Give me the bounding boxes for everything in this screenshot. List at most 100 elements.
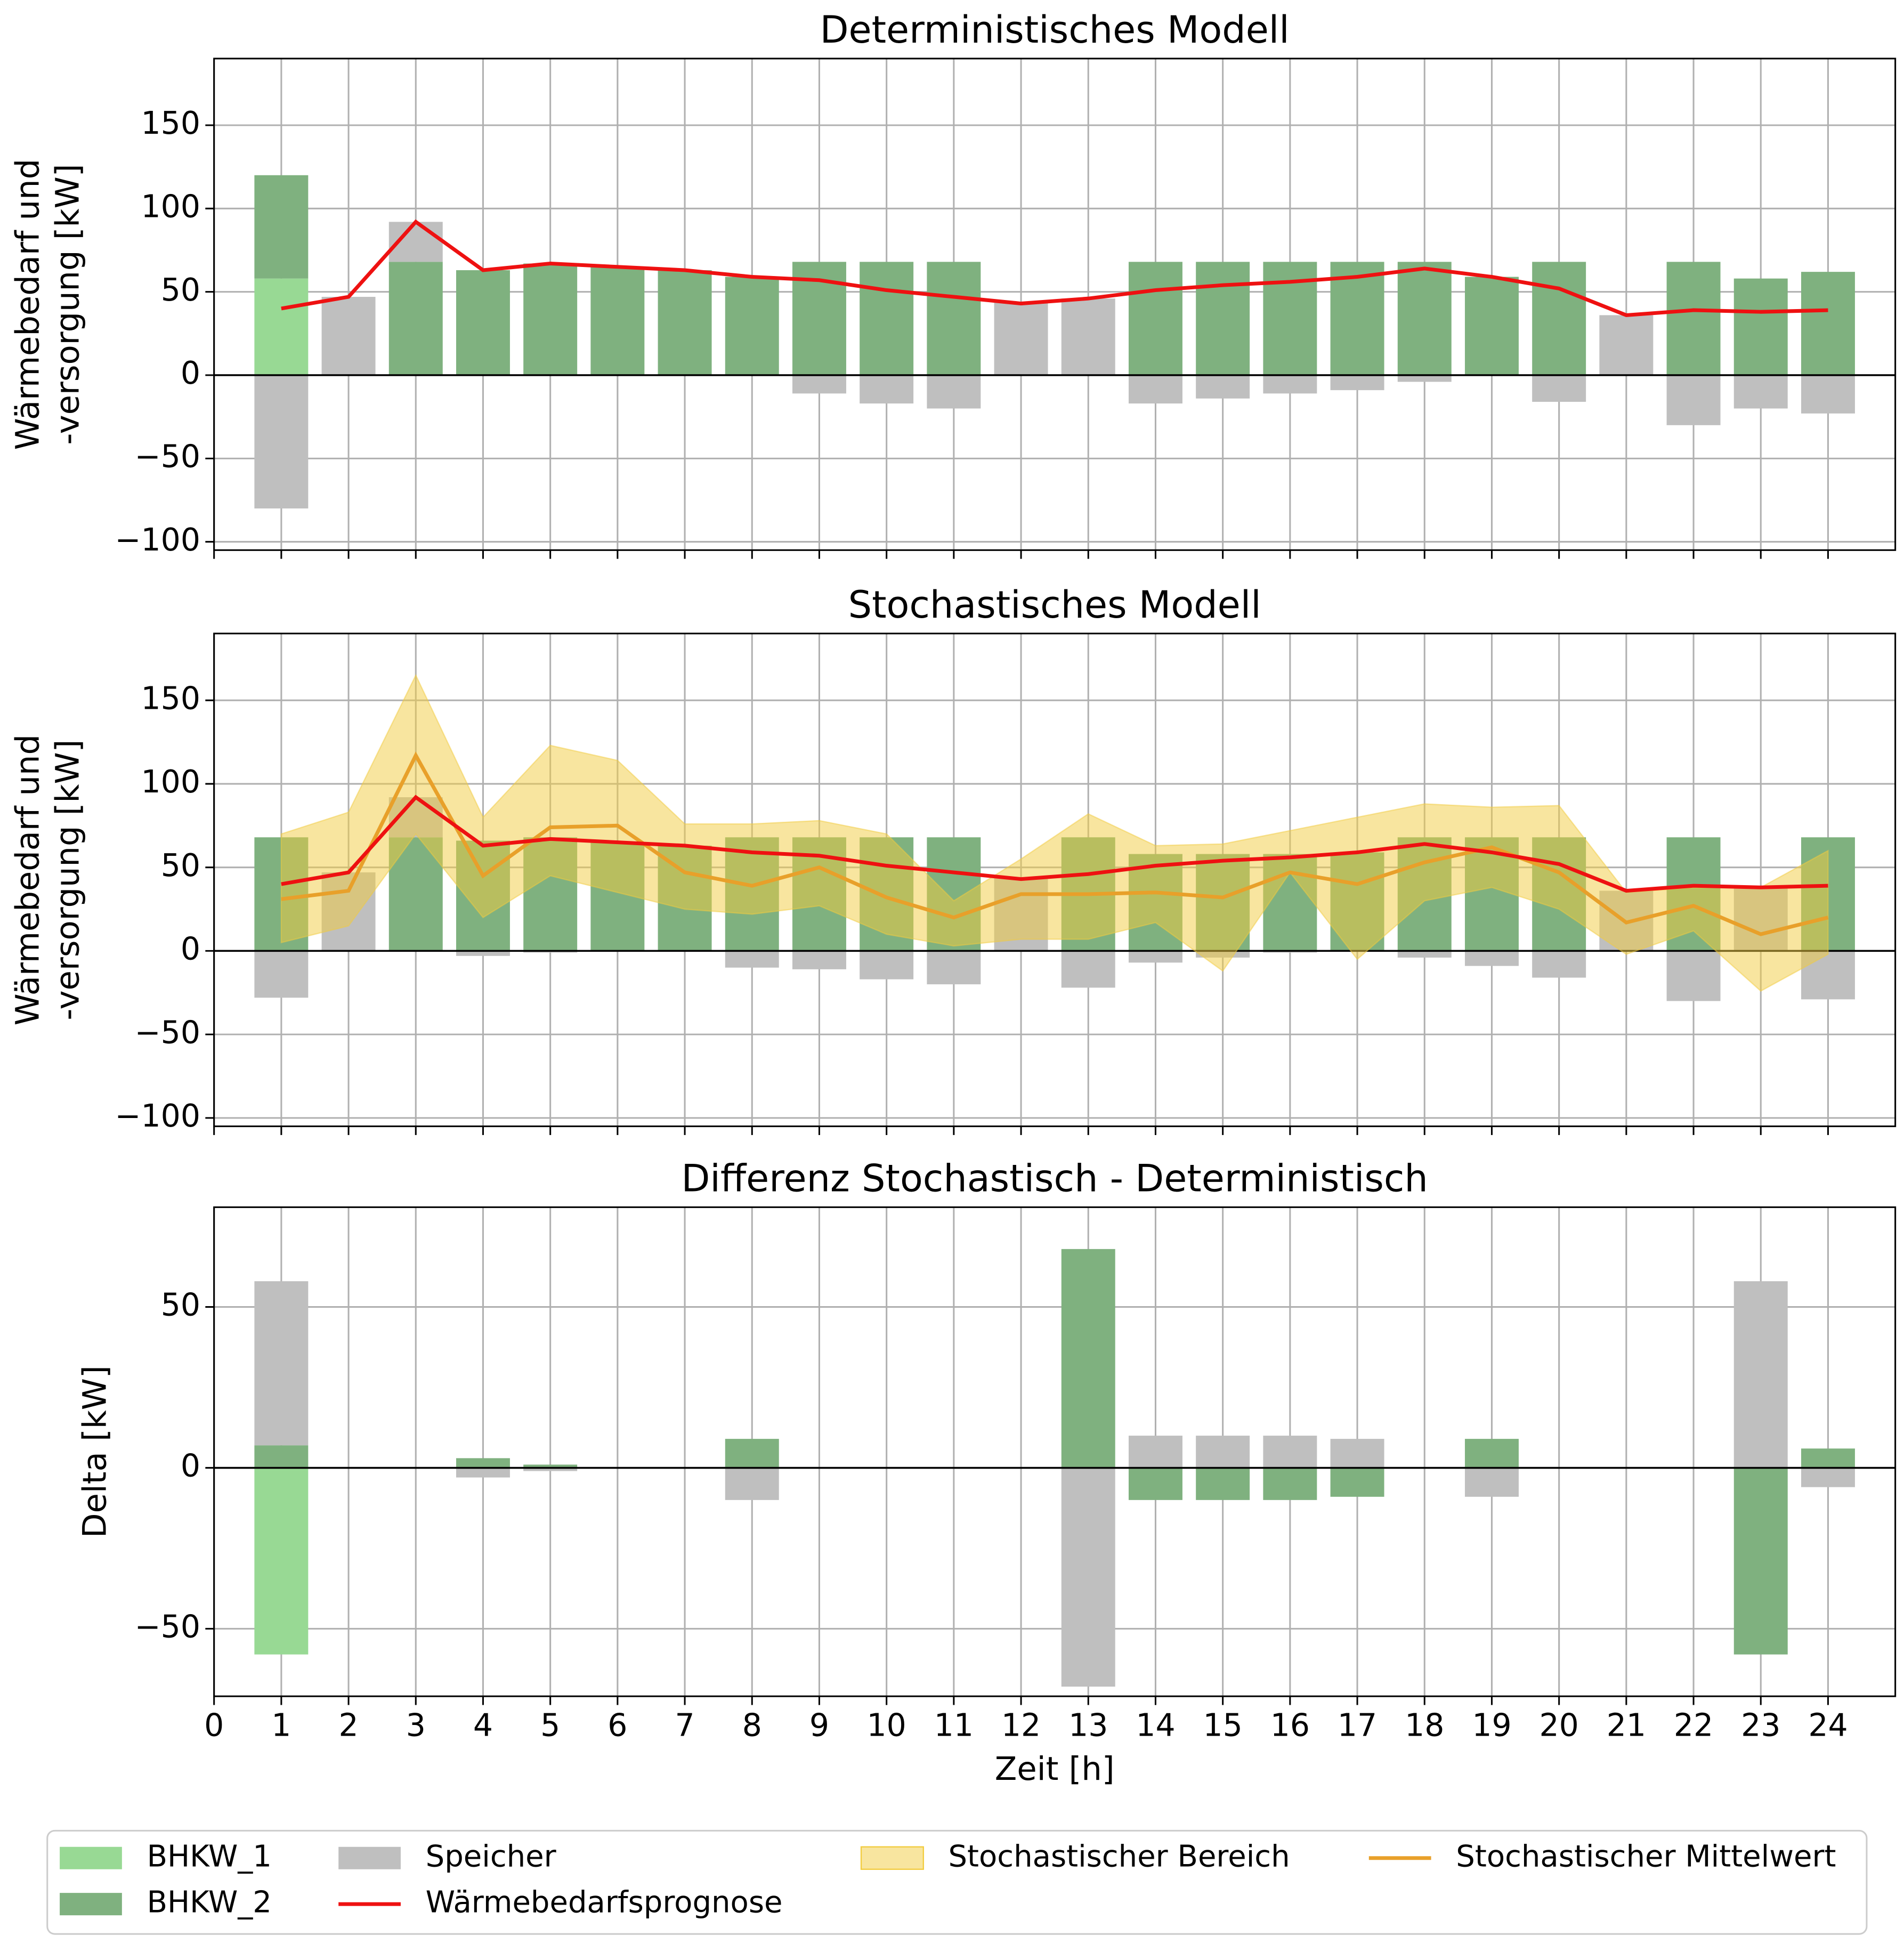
legend-label: Stochastischer Bereich: [948, 1839, 1290, 1874]
legend-label: Stochastischer Mittelwert: [1456, 1839, 1836, 1874]
x-tick-label: 22: [1674, 1707, 1713, 1744]
bar: [1464, 951, 1519, 966]
bar: [1196, 1468, 1250, 1500]
legend-handle: [860, 1846, 924, 1870]
x-tick-label: 12: [1001, 1707, 1041, 1744]
bar: [1196, 262, 1250, 376]
x-tick-label: 21: [1607, 1707, 1646, 1744]
bar: [1263, 375, 1317, 394]
bar: [1397, 262, 1452, 376]
bar: [1061, 951, 1115, 988]
x-tick-label: 17: [1338, 1707, 1377, 1744]
y-tick-label: 150: [141, 680, 200, 716]
bar: [725, 277, 779, 376]
bar: [1801, 1448, 1855, 1468]
legend-label: Speicher: [426, 1839, 557, 1874]
x-tick-label: 1: [271, 1707, 291, 1744]
y-tick-label: 100: [141, 188, 200, 224]
bar: [1464, 1439, 1519, 1468]
bar: [1128, 375, 1182, 404]
chart-title: Stochastisches Modell: [848, 583, 1261, 627]
bar: [1330, 1468, 1384, 1497]
x-tick-label: 18: [1405, 1707, 1444, 1744]
y-tick-label: −100: [115, 1098, 200, 1134]
x-tick-label: 4: [473, 1707, 493, 1744]
bar: [1733, 375, 1788, 409]
legend-label: BHKW_2: [147, 1885, 272, 1920]
y-tick-label: −100: [115, 522, 200, 558]
bar: [1263, 1436, 1317, 1468]
bar: [1599, 315, 1654, 376]
x-tick-label: 15: [1203, 1707, 1243, 1744]
bar: [1733, 1468, 1788, 1655]
line: [281, 219, 1828, 317]
x-tick-label: 7: [675, 1707, 694, 1744]
x-tick-label: 23: [1741, 1707, 1780, 1744]
x-tick-label: 20: [1540, 1707, 1579, 1744]
y-tick-label: 0: [181, 1448, 200, 1484]
bar: [523, 1468, 578, 1471]
legend-label: Wärmebedarfsprognose: [426, 1885, 783, 1920]
bar: [456, 1468, 510, 1478]
x-tick-label: 5: [540, 1707, 560, 1744]
bar: [523, 263, 578, 376]
bar: [725, 951, 779, 968]
y-tick-label: 50: [161, 847, 200, 884]
x-tick-label: 16: [1270, 1707, 1310, 1744]
y-tick-label: −50: [135, 438, 200, 474]
x-tick-label: 3: [406, 1707, 426, 1744]
legend-handle: [338, 1846, 401, 1869]
bar: [1801, 1468, 1855, 1487]
y-tick-label: −50: [135, 1014, 200, 1050]
bar: [254, 1445, 309, 1468]
x-tick-label: 2: [338, 1707, 358, 1744]
bar: [254, 1281, 309, 1446]
bar: [1733, 278, 1788, 376]
bar: [254, 278, 309, 376]
y-axis-label: Wärmebedarf und: [10, 734, 47, 1025]
x-tick-label: 13: [1068, 1707, 1108, 1744]
bar: [1801, 272, 1855, 376]
bar: [590, 266, 645, 376]
x-axis-label: Zeit [h]: [995, 1751, 1115, 1788]
bar: [254, 1468, 309, 1655]
line: [281, 795, 1828, 893]
bar: [1397, 375, 1452, 382]
x-tick-label: 10: [867, 1707, 906, 1744]
y-tick-label: 100: [141, 764, 200, 800]
bar: [1666, 262, 1721, 376]
legend-handle: [60, 1846, 122, 1869]
y-tick-label: 0: [181, 931, 200, 967]
bar: [1196, 1436, 1250, 1468]
legend-handle: [60, 1893, 122, 1916]
bar: [1128, 1436, 1182, 1468]
bar: [254, 175, 309, 279]
bar: [388, 262, 443, 376]
line: [281, 751, 1829, 936]
y-axis-label: -versorgung [kW]: [49, 740, 86, 1020]
y-tick-label: 0: [181, 355, 200, 391]
x-tick-label: 6: [607, 1707, 627, 1744]
range-band: [280, 674, 1829, 992]
bar: [254, 375, 309, 509]
bar: [1397, 951, 1452, 958]
bar: [1330, 375, 1384, 391]
bar: [1464, 1468, 1519, 1497]
x-tick-label: 19: [1472, 1707, 1511, 1744]
x-tick-label: 11: [934, 1707, 974, 1744]
y-axis-label: -versorgung [kW]: [49, 164, 86, 445]
bar: [927, 262, 981, 376]
axes-frame: [213, 1206, 1897, 1697]
y-axis-label: Wärmebedarf und: [10, 159, 47, 450]
bar: [1330, 262, 1384, 376]
bar: [1666, 375, 1721, 425]
y-tick-label: 150: [141, 105, 200, 141]
bar: [523, 1464, 578, 1468]
x-tick-label: 9: [809, 1707, 829, 1744]
bar: [1532, 375, 1586, 402]
x-tick-label: 8: [742, 1707, 762, 1744]
bar: [254, 951, 309, 998]
y-tick-label: −50: [135, 1608, 200, 1645]
bar: [658, 270, 712, 376]
